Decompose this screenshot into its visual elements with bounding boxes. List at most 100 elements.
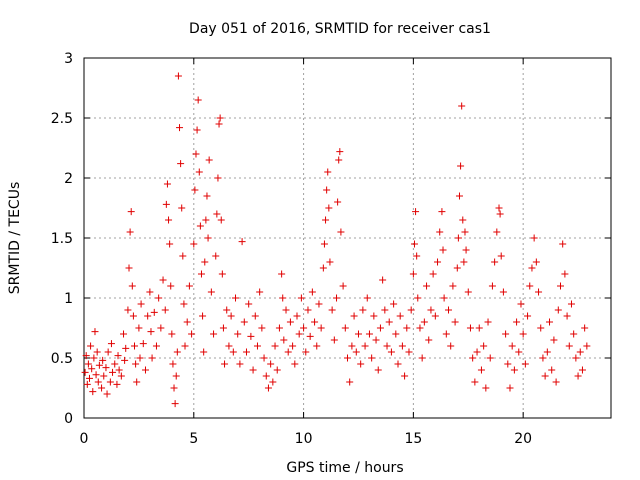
data-point [146,288,154,296]
data-point [214,174,222,182]
data-point [120,330,128,338]
data-point [455,192,463,200]
data-point [304,306,312,314]
data-point [200,348,208,356]
data-point [323,186,331,194]
data-point [139,340,147,348]
data-point [278,270,286,278]
data-point [199,312,207,320]
data-point [581,324,589,332]
data-point [461,228,469,236]
data-point [193,126,201,134]
data-point [91,328,99,336]
data-point [284,348,292,356]
data-point [330,336,338,344]
data-point [348,342,356,350]
data-point [546,318,554,326]
y-axis-label: SRMTID / TECUs [7,182,23,295]
data-point [535,288,543,296]
data-point [212,252,220,260]
data-point [174,72,182,80]
data-point [168,330,176,338]
data-point [370,312,378,320]
data-point [317,324,325,332]
data-point [163,180,171,188]
data-point [526,282,534,290]
data-point [89,388,97,396]
data-point [195,168,203,176]
data-point [499,288,507,296]
data-point [401,372,409,380]
data-point [115,366,123,374]
axis-ticks: 0 0.5 1 1.5 2 2.5 3 0 5 10 15 20 [51,51,611,447]
x-tick-label: 20 [514,431,532,447]
data-point [409,270,417,278]
data-point [166,240,174,248]
data-point [372,336,380,344]
data-point [506,384,514,392]
data-point [477,366,485,374]
data-point [313,342,321,350]
data-point [403,324,411,332]
x-axis-label: GPS time / hours [286,460,403,476]
data-point [196,222,204,230]
x-tick-label: 0 [80,431,89,447]
data-point [361,342,369,350]
data-point [344,354,351,362]
data-point [333,294,341,302]
y-tick-label: 1.5 [51,231,73,247]
data-point [229,348,237,356]
data-point [133,378,141,386]
data-point [201,258,209,266]
data-point [576,348,584,356]
x-tick-label: 10 [295,431,313,447]
data-point [103,390,111,398]
data-point [106,378,114,386]
data-point [521,360,529,368]
data-point [128,282,136,290]
data-point [191,186,199,194]
data-point [159,276,167,284]
data-point [320,240,328,248]
data-point [178,204,186,212]
data-point [493,228,501,236]
data-point [346,378,354,386]
data-point [203,192,211,200]
data-point [251,312,259,320]
data-point [524,312,532,320]
data-point [169,360,177,368]
data-point [192,150,200,158]
data-point [423,282,431,290]
data-point [147,328,155,336]
data-point [328,306,336,314]
data-point [219,324,227,332]
data-point [434,258,442,266]
data-point [172,372,180,380]
data-point [215,120,223,128]
data-point [93,348,101,356]
data-point [227,312,235,320]
data-point [325,204,333,212]
data-point [188,330,196,338]
data-point [502,330,510,338]
data-point [464,288,472,296]
chart-title: Day 051 of 2016, SRMTID for receiver cas… [189,21,491,37]
data-point [394,360,402,368]
data-point [176,124,184,132]
data-point [319,264,327,272]
data-point [84,360,92,368]
data-point [405,348,413,356]
data-point [122,344,130,352]
data-point [439,246,447,254]
data-point [350,312,358,320]
data-point [335,156,343,164]
data-point [216,114,224,122]
data-point [225,342,233,350]
data-point [336,148,344,156]
data-point [357,360,365,368]
data-point [425,336,433,344]
data-point [376,324,384,332]
data-point [223,306,231,314]
data-point [311,318,319,326]
